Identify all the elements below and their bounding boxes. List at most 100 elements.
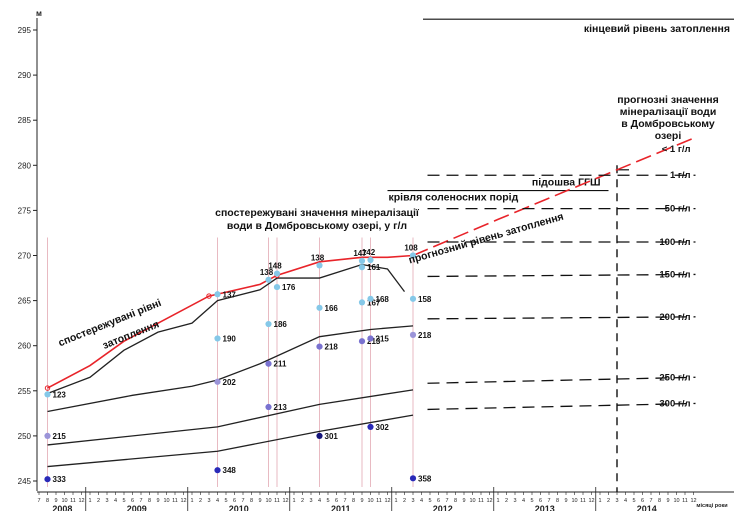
mineralization-point-label: 158 (418, 295, 432, 304)
month-tick-label: 8 (148, 498, 151, 504)
y-tick-label: 275 (18, 206, 32, 215)
month-tick-label: 10 (61, 498, 67, 504)
month-tick-label: 4 (624, 498, 627, 504)
mineralization-point-label: 142 (362, 248, 376, 257)
mineralization-point (316, 343, 323, 350)
observed-level-marker (44, 385, 51, 391)
month-tick-label: 2 (199, 498, 202, 504)
mineralization-level-label: 150 г/л (659, 269, 690, 280)
year-label: 2008 (52, 504, 72, 511)
month-tick-label: 1 (292, 498, 295, 504)
mineralization-point-label: 202 (223, 378, 237, 387)
mineralization-level-label: 1 г/л (670, 170, 691, 181)
mineralization-point (265, 360, 272, 367)
month-tick-label: 6 (641, 498, 644, 504)
mineralization-level-line (427, 376, 696, 384)
y-tick-label: 285 (18, 116, 32, 125)
observed-mineralization-annotation: спостережувані значення мінералізації (215, 207, 420, 219)
mineralization-point-label: 215 (376, 334, 390, 343)
month-tick-label: 10 (673, 498, 679, 504)
month-tick-label: 8 (556, 498, 559, 504)
month-tick-label: 10 (367, 498, 373, 504)
month-tick-label: 12 (384, 498, 390, 504)
month-tick-label: 12 (486, 498, 492, 504)
month-tick-label: 8 (250, 498, 253, 504)
mineralization-point (44, 391, 51, 398)
month-tick-label: 2 (607, 498, 610, 504)
month-tick-label: 10 (265, 498, 271, 504)
month-tick-label: 10 (163, 498, 169, 504)
mineralization-point-label: 301 (325, 432, 339, 441)
mineralization-point (214, 467, 221, 474)
month-tick-label: 6 (335, 498, 338, 504)
month-tick-label: 4 (420, 498, 423, 504)
month-tick-label: 6 (539, 498, 542, 504)
mineralization-isoline (47, 414, 414, 468)
mineralization-point (409, 295, 417, 302)
mineralization-point-label: 123 (53, 390, 67, 399)
month-tick-label: 5 (326, 498, 329, 504)
mineralization-point (265, 276, 272, 283)
year-label: 2009 (127, 504, 147, 511)
mineralization-level-label: < 1 г/л (662, 144, 691, 155)
observed-mineralization-annotation-line2: води в Домбровському озері, у г/л (227, 220, 407, 232)
mineralization-point-label: 213 (367, 337, 381, 346)
month-tick-label: 8 (352, 498, 355, 504)
ggsh-base-label: підошва ГГШ (532, 177, 601, 189)
mineralization-point (273, 283, 281, 291)
month-tick-label: 2 (97, 498, 100, 504)
mineralization-point (316, 432, 323, 439)
mineralization-point-label: 176 (282, 283, 296, 292)
month-tick-label: 8 (454, 498, 457, 504)
mineralization-point (367, 335, 374, 342)
y-tick-label: 260 (18, 342, 32, 351)
month-tick-label: 1 (88, 498, 91, 504)
month-tick-label: 12 (282, 498, 288, 504)
mineralization-level-line (427, 402, 696, 411)
mineralization-point-label: 147 (353, 249, 367, 258)
mineralization-level-label: 200 г/л (659, 312, 690, 323)
mineralization-point-label: 218 (418, 331, 432, 340)
mineralization-level-line (427, 273, 696, 278)
month-tick-label: 11 (172, 498, 178, 504)
mineralization-level-line (427, 316, 696, 320)
month-tick-label: 5 (224, 498, 227, 504)
mineralization-point (367, 295, 374, 302)
month-tick-label: 8 (46, 498, 49, 504)
month-tick-label: 1 (394, 498, 397, 504)
month-tick-label: 4 (114, 498, 117, 504)
mineralization-level-label: 300 г/л (659, 398, 690, 409)
month-tick-label: 6 (131, 498, 134, 504)
mineralization-point (367, 256, 374, 264)
mineralization-point-label: 215 (53, 432, 67, 441)
mineralization-point-label: 148 (268, 262, 282, 271)
month-tick-label: 3 (513, 498, 516, 504)
mineralization-level-label: 50 г/л (665, 204, 691, 215)
month-tick-label: 9 (360, 498, 363, 504)
month-tick-label: 6 (233, 498, 236, 504)
x-axis-label: місяці роки (696, 503, 727, 509)
y-tick-label: 255 (18, 387, 32, 396)
y-tick-label: 250 (18, 432, 32, 441)
y-axis-unit: м (36, 9, 42, 18)
mineralization-point (265, 320, 272, 328)
year-label: 2012 (433, 504, 453, 511)
month-tick-label: 4 (216, 498, 219, 504)
month-tick-label: 2 (505, 498, 508, 504)
month-tick-label: 9 (666, 498, 669, 504)
month-tick-label: 5 (632, 498, 635, 504)
mineralization-point-label: 138 (260, 268, 274, 277)
month-tick-label: 4 (522, 498, 525, 504)
month-tick-label: 1 (496, 498, 499, 504)
year-label: 2011 (331, 504, 351, 511)
mineralization-point (409, 252, 417, 259)
mineralization-point-label: 211 (274, 360, 287, 369)
mineralization-point (316, 304, 323, 311)
month-tick-label: 12 (690, 498, 696, 504)
forecast-mineralization-annotation-line: в Домбровському (621, 118, 715, 130)
mineralization-point (409, 331, 417, 338)
month-tick-label: 11 (376, 498, 382, 504)
mineralization-point (316, 262, 323, 269)
month-tick-label: 3 (105, 498, 108, 504)
